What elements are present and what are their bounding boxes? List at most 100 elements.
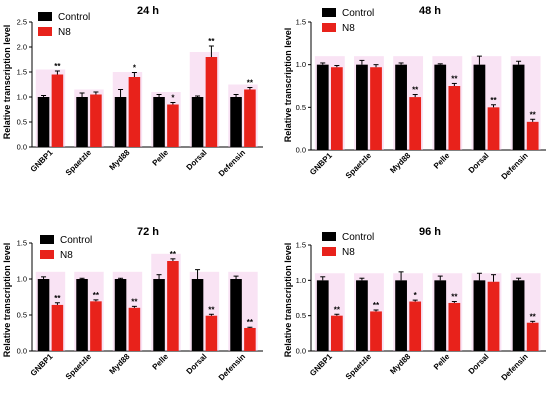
category-label: Dorsal: [467, 151, 491, 175]
panel-title: 96 h: [419, 226, 441, 238]
bar-control-myd88: [395, 64, 407, 150]
y-tick-label: 2.0: [17, 43, 27, 52]
bar-control-spaetzle: [76, 279, 88, 351]
bar-n8-myd88: [128, 307, 141, 351]
y-tick-label: 0.5: [17, 118, 27, 127]
category-label: Defensin: [500, 151, 530, 181]
y-axis-label: Relative transcription level: [283, 28, 293, 143]
category-label: Myd88: [388, 352, 412, 376]
significance-marker: **: [490, 96, 497, 105]
bar-n8-spaetzle: [90, 301, 102, 351]
category-label: Spaetzle: [344, 352, 374, 382]
bar-n8-spaetzle: [90, 94, 102, 147]
bar-n8-dorsal: [205, 57, 218, 147]
panel-title: 24 h: [137, 5, 159, 17]
category-label: Defensin: [500, 352, 530, 382]
bar-control-dorsal: [473, 280, 486, 351]
bar-n8-gnbp1: [330, 67, 343, 150]
bar-control-gnbp1: [316, 64, 329, 150]
significance-marker: **: [208, 305, 215, 314]
category-label: Dorsal: [185, 148, 209, 172]
bar-control-myd88: [114, 97, 127, 147]
category-label: Spaetzle: [64, 148, 94, 178]
panel-3: 72 h Relative transcription level 0.0 0.5 1.…: [2, 226, 263, 382]
bar-n8-gnbp1: [330, 315, 343, 351]
panel-title: 48 h: [419, 5, 441, 17]
significance-marker: **: [530, 110, 537, 119]
legend-swatch-control: [40, 235, 54, 244]
y-tick-label: 1.0: [296, 60, 306, 69]
legend-label-n8: N8: [58, 27, 71, 38]
category-label: Pelle: [151, 148, 171, 168]
significance-marker: **: [170, 250, 177, 259]
significance-marker: **: [530, 312, 537, 321]
category-label: Spaetzle: [344, 151, 374, 181]
bar-n8-dorsal: [487, 281, 500, 351]
bar-n8-dorsal: [487, 107, 500, 150]
significance-marker: **: [373, 301, 380, 310]
bar-control-dorsal: [191, 97, 204, 147]
legend-swatch-n8: [322, 247, 336, 256]
legend-swatch-n8: [322, 23, 336, 32]
significance-marker: **: [54, 62, 61, 71]
y-tick-label: 1.0: [17, 93, 27, 102]
bar-n8-gnbp1: [51, 304, 64, 351]
significance-marker: **: [131, 297, 138, 306]
bar-control-pelle: [153, 97, 165, 147]
bar-control-pelle: [434, 64, 447, 150]
y-tick-label: 1.5: [17, 68, 27, 77]
y-axis-label: Relative transcription level: [2, 25, 12, 140]
y-tick-label: 0.0: [17, 347, 27, 356]
y-tick-label: 0.5: [296, 103, 306, 112]
y-tick-label: 1.5: [296, 241, 306, 250]
y-tick-label: 1.0: [296, 276, 306, 285]
category-label: GNBP1: [308, 151, 334, 177]
category-label: GNBP1: [29, 352, 55, 378]
category-label: Pelle: [432, 151, 452, 171]
bar-control-dorsal: [473, 64, 486, 150]
significance-marker: **: [412, 86, 419, 95]
significance-marker: **: [93, 291, 100, 300]
y-axis-label: Relative transcription level: [283, 243, 293, 358]
bar-n8-spaetzle: [370, 67, 382, 150]
bar-n8-defensin: [244, 327, 256, 351]
significance-marker: **: [54, 294, 61, 303]
category-label: Pelle: [432, 352, 452, 372]
bar-n8-gnbp1: [51, 74, 64, 147]
category-label: Pelle: [151, 352, 171, 372]
legend-label-n8: N8: [342, 23, 355, 34]
significance-marker: **: [247, 318, 254, 327]
category-label: Dorsal: [467, 352, 491, 376]
category-label: Myd88: [108, 352, 132, 376]
significance-marker: *: [133, 64, 137, 73]
legend-label-control: Control: [60, 235, 92, 246]
bar-control-gnbp1: [316, 280, 329, 351]
bar-control-pelle: [153, 279, 165, 351]
bar-control-spaetzle: [356, 64, 368, 150]
category-label: Defensin: [217, 352, 247, 382]
bar-n8-defensin: [526, 121, 539, 150]
bar-control-spaetzle: [356, 280, 368, 351]
legend-label-control: Control: [58, 12, 90, 23]
category-label: Myd88: [388, 151, 412, 175]
panel-title: 72 h: [137, 226, 159, 238]
bar-control-defensin: [230, 279, 242, 351]
bar-n8-defensin: [244, 89, 256, 147]
bar-n8-dorsal: [205, 315, 218, 351]
legend-label-n8: N8: [60, 250, 73, 261]
bar-n8-pelle: [448, 86, 461, 150]
y-tick-label: 0.5: [17, 311, 27, 320]
bar-control-dorsal: [191, 279, 204, 351]
y-tick-label: 0.0: [17, 143, 27, 152]
bar-n8-pelle: [167, 104, 179, 147]
legend-swatch-n8: [38, 27, 52, 36]
bar-control-defensin: [512, 280, 525, 351]
legend-label-n8: N8: [342, 247, 355, 258]
y-tick-label: 0.0: [296, 146, 306, 155]
category-label: Spaetzle: [64, 352, 94, 382]
y-tick-label: 1.5: [296, 18, 306, 27]
legend-swatch-n8: [40, 250, 54, 259]
bar-control-gnbp1: [37, 279, 50, 351]
